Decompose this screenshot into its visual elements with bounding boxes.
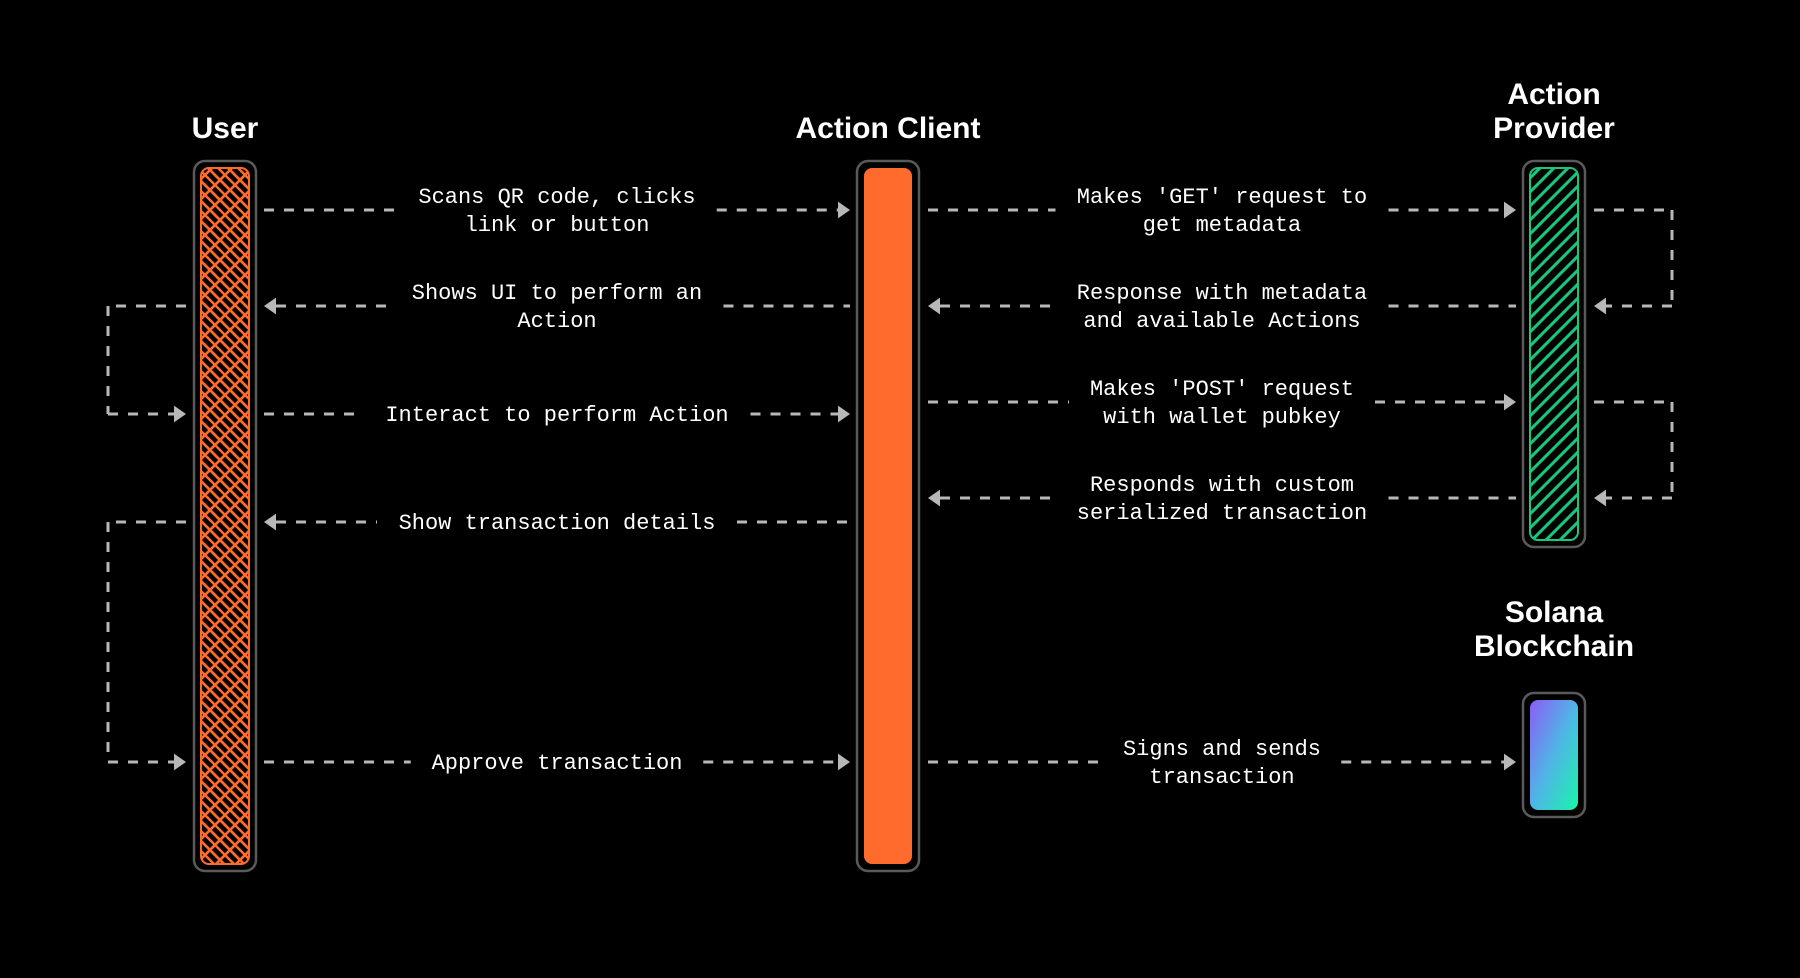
action_client-lifeline bbox=[864, 168, 912, 864]
action_provider-title: Provider bbox=[1493, 112, 1615, 145]
right-message-1-line-0: Response with metadata bbox=[1077, 281, 1367, 306]
left-message-3-line-0: Show transaction details bbox=[399, 511, 716, 536]
arrow-head-icon bbox=[838, 754, 850, 771]
arrow-head-icon bbox=[1594, 298, 1606, 315]
arrow-head-icon bbox=[1504, 202, 1516, 219]
arrow-head-icon bbox=[928, 298, 940, 315]
action_provider-lifeline bbox=[1530, 168, 1578, 540]
right-message-2-line-1: with wallet pubkey bbox=[1103, 405, 1341, 430]
action_client-title: Action Client bbox=[796, 112, 981, 145]
user-lifeline bbox=[201, 168, 249, 864]
sequence-diagram: UserAction ClientActionProviderSolanaBlo… bbox=[0, 0, 1800, 978]
right-message-4-line-0: Signs and sends bbox=[1123, 737, 1321, 762]
right-message-0-line-0: Makes 'GET' request to bbox=[1077, 185, 1367, 210]
solana-lifeline bbox=[1530, 700, 1578, 810]
arrow-head-icon bbox=[1594, 490, 1606, 507]
left-message-0-line-1: link or button bbox=[465, 213, 650, 238]
left-message-1-line-0: Shows UI to perform an bbox=[412, 281, 702, 306]
arrow-head-icon bbox=[264, 298, 276, 315]
right-message-1-line-1: and available Actions bbox=[1083, 309, 1360, 334]
solana-title: Blockchain bbox=[1474, 630, 1634, 663]
arrow-head-icon bbox=[174, 754, 186, 771]
right-message-0-line-1: get metadata bbox=[1143, 213, 1301, 238]
right-message-3-line-0: Responds with custom bbox=[1090, 473, 1354, 498]
left-message-1-line-1: Action bbox=[517, 309, 596, 334]
right-message-4-line-1: transaction bbox=[1149, 765, 1294, 790]
left-message-2-line-0: Interact to perform Action bbox=[385, 403, 728, 428]
right-message-2-line-0: Makes 'POST' request bbox=[1090, 377, 1354, 402]
solana-title: Solana bbox=[1505, 596, 1604, 629]
arrow-head-icon bbox=[264, 514, 276, 531]
action_provider-title: Action bbox=[1507, 78, 1600, 111]
arrow-head-icon bbox=[1504, 394, 1516, 411]
arrow-head-icon bbox=[928, 490, 940, 507]
arrow-head-icon bbox=[838, 406, 850, 423]
user-title: User bbox=[192, 112, 259, 145]
left-message-4-line-0: Approve transaction bbox=[432, 751, 683, 776]
arrow-head-icon bbox=[174, 406, 186, 423]
right-message-3-line-1: serialized transaction bbox=[1077, 501, 1367, 526]
arrow-head-icon bbox=[1504, 754, 1516, 771]
arrow-head-icon bbox=[838, 202, 850, 219]
left-message-0-line-0: Scans QR code, clicks bbox=[418, 185, 695, 210]
